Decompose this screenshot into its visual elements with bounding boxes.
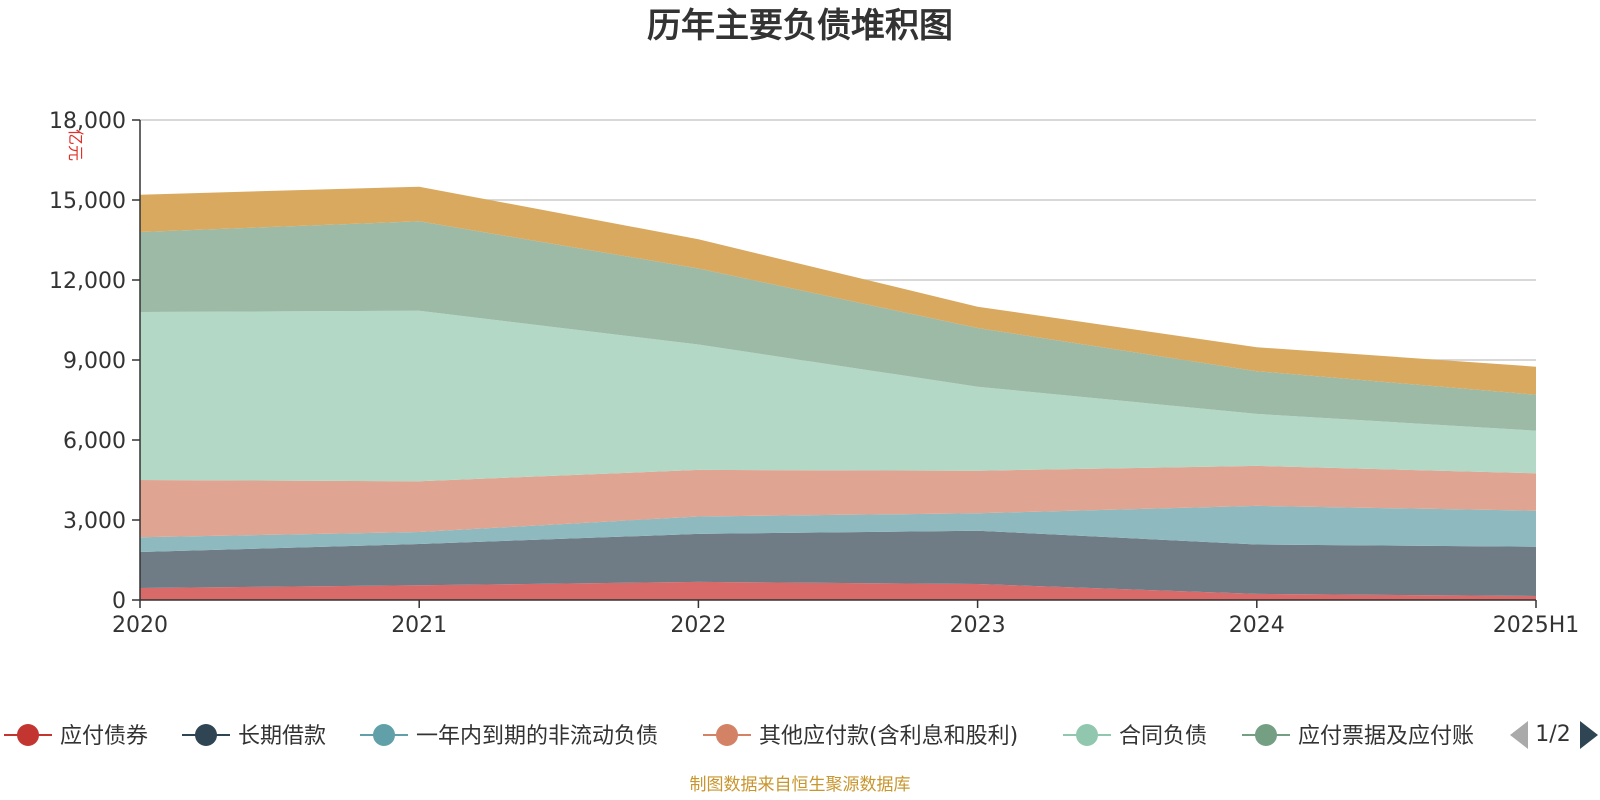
y-tick-label: 0 [112, 589, 126, 614]
legend-circle-icon [1255, 724, 1277, 746]
legend-circle-icon [716, 724, 738, 746]
legend-item[interactable]: 一年内到期的非流动负债 [360, 724, 658, 749]
x-tick-label: 2023 [950, 613, 1006, 638]
triangle-left-icon[interactable] [1510, 721, 1528, 749]
y-tick-label: 12,000 [49, 269, 126, 294]
y-tick-label: 18,000 [49, 109, 126, 134]
legend-circle-icon [373, 724, 395, 746]
y-tick-label: 3,000 [63, 509, 126, 534]
chart-title: 历年主要负债堆积图 [647, 6, 953, 46]
y-tick-label: 15,000 [49, 189, 126, 214]
triangle-right-icon[interactable] [1580, 721, 1598, 749]
x-axis-ticks: 2020 2021 2022 2023 2024 2025H1 [112, 600, 1579, 638]
legend-pager: 1/2 [1510, 721, 1598, 749]
legend-circle-icon [1076, 724, 1098, 746]
y-axis-ticks: 0 3,000 6,000 9,000 12,000 15,000 18,000 [49, 109, 140, 614]
legend-label: 合同负债 [1119, 724, 1207, 749]
legend-page-indicator: 1/2 [1535, 722, 1570, 747]
area-series-6 [140, 221, 1536, 431]
x-tick-label: 2024 [1229, 613, 1285, 638]
area-series-5 [140, 310, 1536, 482]
area-series-group [140, 186, 1536, 600]
legend-item[interactable]: 应付债券 [4, 724, 148, 749]
y-axis-unit-label: 亿元 [66, 129, 85, 161]
area-series-4 [140, 465, 1536, 538]
legend[interactable]: 应付债券 长期借款 一年内到期的非流动负债 其他应付款(含利息和股利) 合同负债 应付票据… [4, 724, 1474, 749]
x-tick-label: 2021 [391, 613, 447, 638]
legend-label: 其他应付款(含利息和股利) [759, 724, 1018, 749]
data-source-footer: 制图数据来自恒生聚源数据库 [690, 775, 911, 795]
legend-circle-icon [195, 724, 217, 746]
legend-label: 应付票据及应付账 [1298, 724, 1474, 749]
x-tick-label: 2025H1 [1493, 613, 1580, 638]
legend-label: 长期借款 [238, 724, 326, 749]
area-series-7 [140, 186, 1536, 395]
legend-item[interactable]: 其他应付款(含利息和股利) [703, 724, 1018, 749]
x-tick-label: 2020 [112, 613, 168, 638]
legend-circle-icon [17, 724, 39, 746]
legend-item[interactable]: 长期借款 [182, 724, 326, 749]
area-series-3 [140, 505, 1536, 552]
legend-item[interactable]: 合同负债 [1063, 724, 1207, 749]
area-series-1 [140, 581, 1536, 600]
y-tick-label: 6,000 [63, 429, 126, 454]
area-series-2 [140, 530, 1536, 596]
legend-label: 应付债券 [60, 724, 148, 749]
x-tick-label: 2022 [670, 613, 726, 638]
legend-item[interactable]: 应付票据及应付账 [1242, 724, 1474, 749]
y-tick-label: 9,000 [63, 349, 126, 374]
legend-label: 一年内到期的非流动负债 [416, 724, 658, 749]
